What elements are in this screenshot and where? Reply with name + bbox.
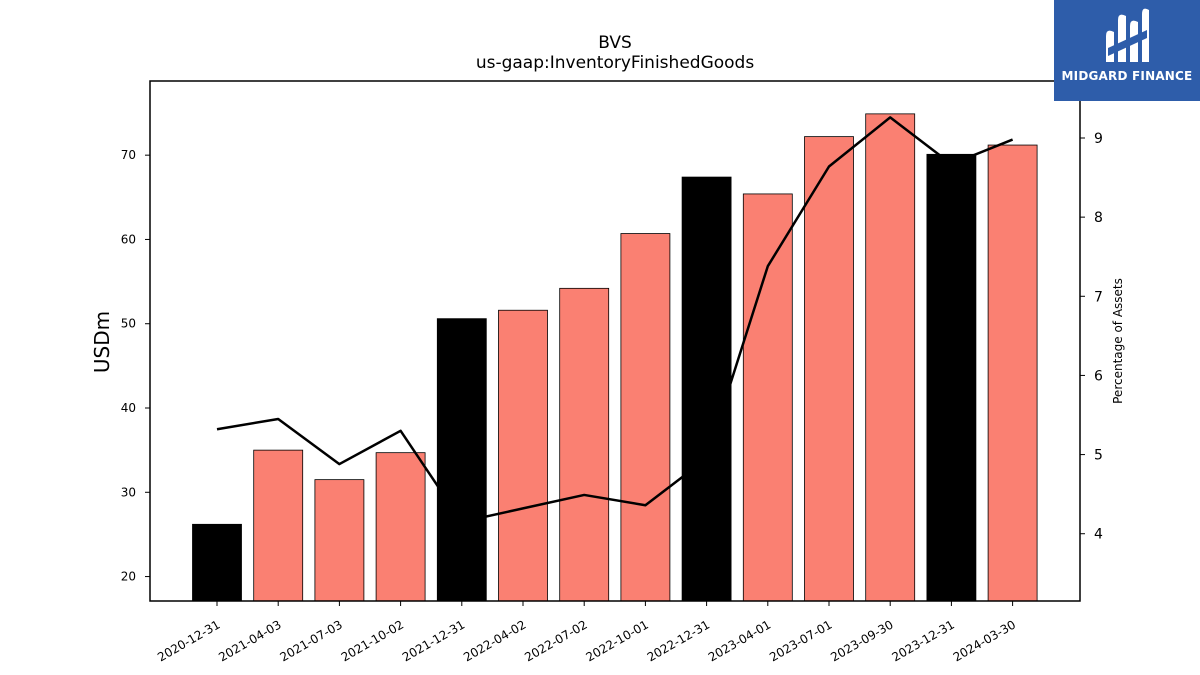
y2-tick-label: 6: [1094, 368, 1103, 384]
percentage-line: [216, 116, 1014, 524]
plot-frame: [149, 80, 1081, 602]
x-tick-label: 2021-12-31: [400, 617, 467, 664]
y-tick-label: 70: [121, 148, 136, 162]
chart-title: BVS: [598, 33, 632, 53]
y-tick-label: 50: [121, 317, 136, 331]
y2-tick-label: 8: [1094, 210, 1103, 226]
bar-2021-10-02: [375, 452, 426, 602]
x-tick-label: 2023-12-31: [889, 617, 956, 664]
bar-2022-04-02: [498, 309, 548, 602]
bar-2021-04-03: [253, 449, 304, 602]
bar-2022-12-31: [681, 176, 732, 602]
x-tick-label: 2023-07-01: [767, 617, 834, 664]
logo-text: MIDGARD FINANCE: [1061, 69, 1193, 83]
x-tick-label: 2021-07-03: [277, 617, 344, 664]
bar-2023-12-31: [926, 153, 977, 602]
bar-2024-03-30: [987, 144, 1038, 602]
y2-tick-label: 9: [1094, 131, 1103, 147]
bar-2022-10-01: [620, 233, 671, 602]
x-tick-label: 2022-10-01: [583, 617, 650, 664]
bar-2023-07-01: [804, 136, 854, 602]
y2-tick-label: 4: [1094, 527, 1103, 543]
bar-2023-04-01: [742, 193, 793, 602]
y-tick-label: 20: [121, 570, 136, 584]
y2-tick-label: 5: [1094, 448, 1103, 464]
bar-2020-12-31: [192, 523, 242, 602]
y-tick-label: 60: [121, 232, 136, 246]
x-tick-label: 2020-12-31: [155, 617, 222, 664]
y-axis-label: USDm: [90, 311, 114, 373]
bar-2023-09-30: [865, 113, 916, 602]
x-tick-label: 2022-12-31: [645, 617, 712, 664]
y2-tick-label: 7: [1094, 289, 1103, 305]
x-tick-label: 2023-04-01: [706, 617, 773, 664]
y-tick-label: 40: [121, 401, 136, 415]
bar-2022-07-02: [559, 287, 610, 602]
bar-2021-07-03: [314, 479, 365, 602]
chart-subtitle: us-gaap:InventoryFinishedGoods: [476, 53, 755, 73]
y2-axis-label: Percentage of Assets: [1111, 278, 1125, 404]
x-tick-label: 2022-04-02: [461, 617, 528, 664]
bar-2021-12-31: [436, 318, 487, 602]
midgard-finance-logo-icon: [1106, 8, 1149, 63]
y-tick-label: 30: [121, 485, 136, 499]
x-tick-label: 2022-07-02: [522, 617, 589, 664]
x-tick-label: 2024-03-30: [951, 617, 1018, 664]
x-tick-label: 2021-10-02: [339, 617, 406, 664]
x-tick-label: 2021-04-03: [216, 617, 283, 664]
brand-logo: MIDGARD FINANCE: [1054, 0, 1200, 101]
x-tick-label: 2023-09-30: [828, 617, 895, 664]
